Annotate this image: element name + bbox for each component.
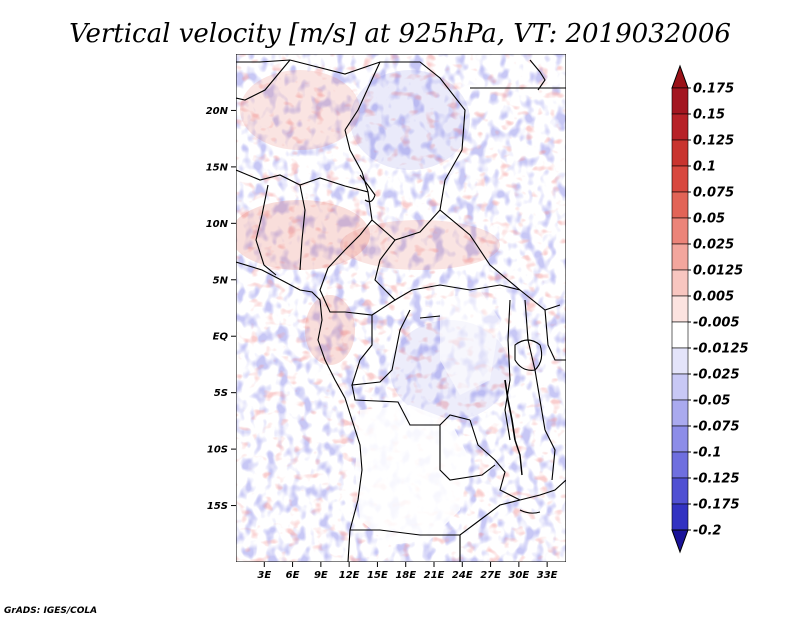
colorbar-swatch <box>671 451 689 479</box>
colorbar-label: -0.2 <box>693 524 721 539</box>
colorbar-swatch <box>671 347 689 375</box>
x-tick-label: 3E <box>257 570 271 581</box>
grads-credit: GrADS: IGES/COLA <box>4 606 97 616</box>
colorbar-label: 0.025 <box>693 238 734 253</box>
colorbar-label: 0.175 <box>693 82 734 97</box>
colorbar-swatch <box>671 425 689 453</box>
colorbar-label: 0.15 <box>693 108 725 123</box>
y-tick-label: 10N <box>206 219 229 230</box>
colorbar-swatch <box>671 269 689 297</box>
x-tick-label: 30E <box>508 570 529 581</box>
colorbar-swatch <box>671 399 689 427</box>
x-axis: 3E 6E 9E 12E 15E 18E 21E 24E 27E 30E 33E <box>257 562 558 581</box>
colorbar-swatch <box>671 191 689 219</box>
x-tick-label: 12E <box>339 570 360 581</box>
colorbar-swatch <box>671 139 689 167</box>
x-tick-label: 27E <box>480 570 501 581</box>
colorbar-label: -0.1 <box>693 446 721 461</box>
x-tick-label: 18E <box>395 570 416 581</box>
colorbar-label: 0.1 <box>693 160 716 175</box>
colorbar-swatch <box>671 87 689 115</box>
colorbar-swatch <box>671 373 689 401</box>
y-tick-label: 10S <box>207 445 228 456</box>
colorbar-swatch <box>671 113 689 141</box>
y-tick-label: 5N <box>213 275 229 286</box>
map-panel <box>236 54 566 562</box>
colorbar-label: -0.025 <box>693 368 740 383</box>
colorbar-label: -0.175 <box>693 498 740 513</box>
colorbar-bottom-arrow <box>671 529 689 554</box>
y-tick-label: EQ <box>213 332 229 343</box>
colorbar-top-arrow <box>671 64 689 89</box>
y-axis: 20N 15N 10N 5N EQ 5S 10S 15S <box>206 106 236 512</box>
colorbar-label: -0.075 <box>693 420 740 435</box>
colorbar: 0.175 0.15 0.125 0.1 0.075 0.05 0.025 0.0125 0.0… <box>671 64 749 554</box>
y-tick-label: 5S <box>214 388 228 399</box>
quiet-region <box>355 290 500 545</box>
coastline <box>236 59 546 562</box>
colorbar-swatch <box>671 165 689 193</box>
x-tick-label: 6E <box>286 570 300 581</box>
colorbar-swatch <box>671 243 689 271</box>
x-tick-label: 9E <box>314 570 328 581</box>
colorbar-swatch <box>671 503 689 531</box>
colorbar-swatch <box>671 321 689 349</box>
y-tick-label: 15N <box>206 162 229 173</box>
colorbar-swatch <box>671 217 689 245</box>
x-tick-label: 15E <box>367 570 388 581</box>
y-tick-label: 20N <box>206 106 229 117</box>
colorbar-label: 0.05 <box>693 212 725 227</box>
colorbar-swatch <box>671 477 689 505</box>
colorbar-swatch <box>671 295 689 323</box>
y-tick-label: 15S <box>207 501 228 512</box>
colorbar-label: -0.005 <box>693 316 740 331</box>
colorbar-label: 0.0125 <box>693 264 743 279</box>
colorbar-label: -0.125 <box>693 472 740 487</box>
colorbar-label: -0.0125 <box>693 342 749 357</box>
colorbar-label: 0.125 <box>693 134 734 149</box>
colorbar-label: 0.075 <box>693 186 734 201</box>
x-tick-label: 21E <box>424 570 445 581</box>
x-tick-label: 33E <box>537 570 558 581</box>
x-tick-label: 24E <box>452 570 473 581</box>
colorbar-label: -0.05 <box>693 394 730 409</box>
colorbar-label: 0.005 <box>693 290 734 305</box>
figure-title: Vertical velocity [m/s] at 925hPa, VT: 2… <box>69 19 731 49</box>
